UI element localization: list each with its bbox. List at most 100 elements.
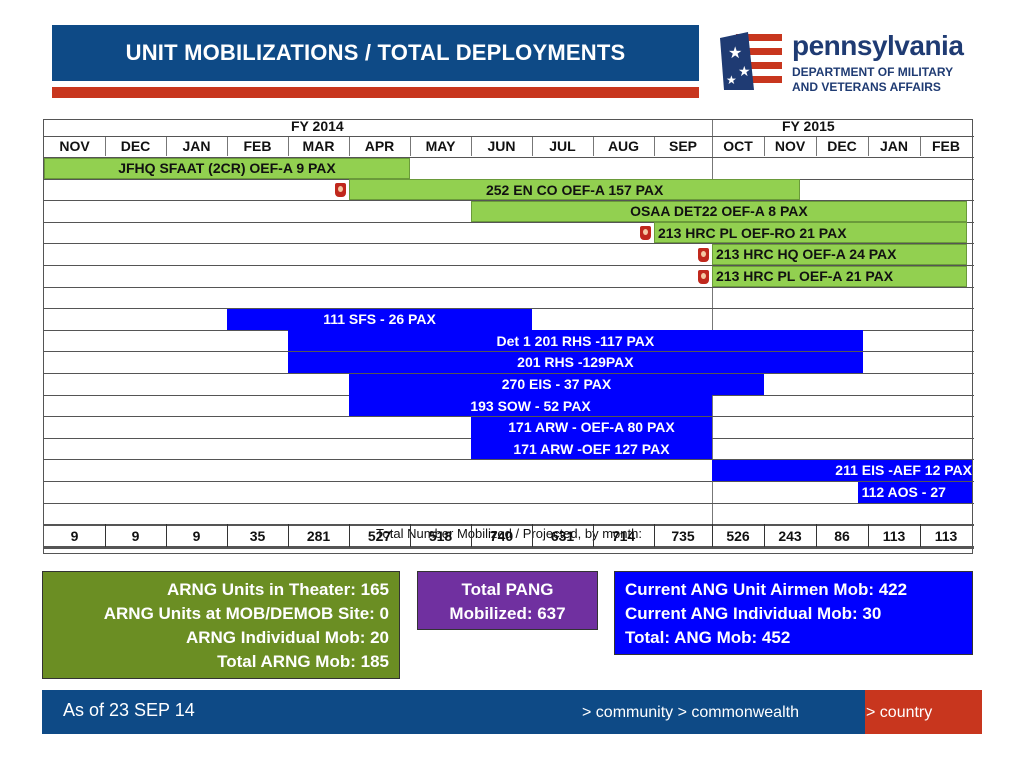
row-divider: [44, 221, 974, 223]
logo-subtitle-1: DEPARTMENT OF MILITARY: [792, 65, 954, 79]
monthly-total: 113: [934, 528, 958, 544]
deployment-bar: 213 HRC PL OEF-RO 21 PAX: [654, 222, 967, 244]
monthly-total: 526: [726, 528, 750, 544]
totals-divider: [868, 524, 869, 547]
month-header: JUN: [487, 138, 516, 154]
month-header: MAR: [302, 138, 335, 154]
keystone-icon: [335, 183, 346, 198]
monthly-total: 9: [192, 528, 201, 544]
row-divider: [44, 243, 974, 245]
monthly-total: 35: [249, 528, 266, 544]
page-title: UNIT MOBILIZATIONS / TOTAL DEPLOYMENTS: [125, 40, 626, 65]
ang-summary-box: Current ANG Unit Airmen Mob: 422 Current…: [614, 571, 973, 655]
ang-unit-airmen: Current ANG Unit Airmen Mob: 422: [625, 580, 908, 599]
month-divider: [868, 136, 869, 156]
monthly-total: 714: [611, 528, 636, 544]
month-header: DEC: [120, 138, 151, 154]
flag-icon: ★ ★ ★: [720, 32, 782, 90]
monthly-total: 735: [671, 528, 695, 544]
row-divider: [44, 157, 974, 158]
row-divider: [44, 502, 974, 504]
row-divider: [44, 459, 974, 461]
deployment-bar: Det 1 201 RHS -117 PAX: [288, 330, 863, 352]
footer-bar: [42, 690, 865, 734]
deployment-bar: 193 SOW - 52 PAX: [349, 395, 712, 417]
month-divider: [654, 136, 655, 156]
month-header: SEP: [668, 138, 697, 154]
month-divider: [227, 136, 228, 156]
month-divider: [166, 136, 167, 156]
totals-divider: [816, 524, 817, 547]
month-header: JAN: [879, 138, 908, 154]
row-divider: [44, 545, 974, 547]
deployment-bar: 213 HRC HQ OEF-A 24 PAX: [712, 243, 967, 265]
monthly-total: 740: [489, 528, 514, 544]
footer-tagline-country: > country: [866, 704, 933, 721]
svg-text:★: ★: [726, 73, 737, 87]
month-divider: [410, 136, 411, 156]
month-divider: [288, 136, 289, 156]
month-header: AUG: [607, 138, 640, 154]
month-header: DEC: [827, 138, 857, 154]
keystone-icon: [698, 269, 709, 284]
header-divider: [44, 136, 974, 137]
monthly-total: 243: [778, 528, 802, 544]
month-header: APR: [364, 138, 395, 154]
totals-divider: [105, 524, 106, 547]
row-divider: [44, 481, 974, 482]
monthly-total: 86: [834, 528, 850, 544]
month-divider: [105, 136, 106, 156]
monthly-total: 527: [367, 528, 392, 544]
arng-mob-demob: ARNG Units at MOB/DEMOB Site: 0: [103, 604, 389, 623]
arng-summary-box: ARNG Units in Theater: 165 ARNG Units at…: [42, 571, 400, 679]
keystone-icon: [698, 247, 709, 262]
deployment-gantt: FY 2014 FY 2015 NOV DEC JAN FEB MAR APR MAY JUN JU…: [43, 118, 974, 554]
totals-divider: [764, 524, 765, 547]
footer-tagline: > community > commonwealth: [582, 704, 799, 721]
totals-divider: [288, 524, 289, 547]
month-divider: [349, 136, 350, 156]
month-divider: [920, 136, 921, 156]
month-header: JAN: [182, 138, 211, 154]
deployment-bar: 270 EIS - 37 PAX: [349, 373, 764, 395]
month-header: OCT: [723, 138, 753, 154]
month-header: JUL: [549, 138, 576, 154]
svg-text:★: ★: [738, 64, 751, 80]
monthly-total: 113: [882, 528, 906, 544]
totals-divider: [166, 524, 167, 547]
totals-divider: [227, 524, 228, 547]
deployment-bar: OSAA DET22 OEF-A 8 PAX: [471, 200, 967, 222]
title-underline: [52, 87, 699, 98]
month-header: NOV: [59, 138, 90, 154]
pa-dmva-logo: ★ ★ ★: [718, 28, 978, 98]
title-bar: [52, 25, 699, 81]
month-header: MAY: [425, 138, 456, 154]
totals-divider: [593, 524, 594, 547]
totals-border: [44, 524, 974, 526]
arng-in-theater: ARNG Units in Theater: 165: [167, 580, 389, 599]
as-of-date: As of 23 SEP 14: [63, 700, 195, 720]
totals-divider: [920, 524, 921, 547]
monthly-total: 518: [428, 528, 453, 544]
monthly-total: 631: [550, 528, 575, 544]
ang-total: Total: ANG Mob: 452: [625, 628, 791, 647]
month-divider: [532, 136, 533, 156]
ang-individual: Current ANG Individual Mob: 30: [625, 604, 882, 623]
totals-caption: Total Number Mobilized / Projected, by m…: [376, 526, 642, 542]
month-divider: [816, 136, 817, 156]
totals-divider: [349, 524, 350, 547]
arng-total-mob: Total ARNG Mob: 185: [217, 652, 389, 671]
footer-accent: [865, 690, 982, 734]
deployment-bar: 171 ARW - OEF-A 80 PAX: [471, 416, 712, 438]
month-divider: [764, 136, 765, 156]
pang-summary-box: Total PANG Mobilized: 637: [417, 571, 598, 630]
logo-wordmark: pennsylvania: [792, 30, 964, 61]
fy-2015-label: FY 2015: [782, 118, 835, 134]
pang-mobilized: Mobilized: 637: [449, 604, 566, 623]
deployment-bar: 252 EN CO OEF-A 157 PAX: [349, 179, 801, 201]
deployment-bar: 111 SFS - 26 PAX: [227, 308, 532, 330]
deployment-bar: 213 HRC PL OEF-A 21 PAX: [712, 265, 967, 287]
month-divider: [593, 136, 594, 156]
deployment-bar: 112 AOS - 27: [857, 481, 972, 503]
totals-divider: [532, 524, 533, 547]
